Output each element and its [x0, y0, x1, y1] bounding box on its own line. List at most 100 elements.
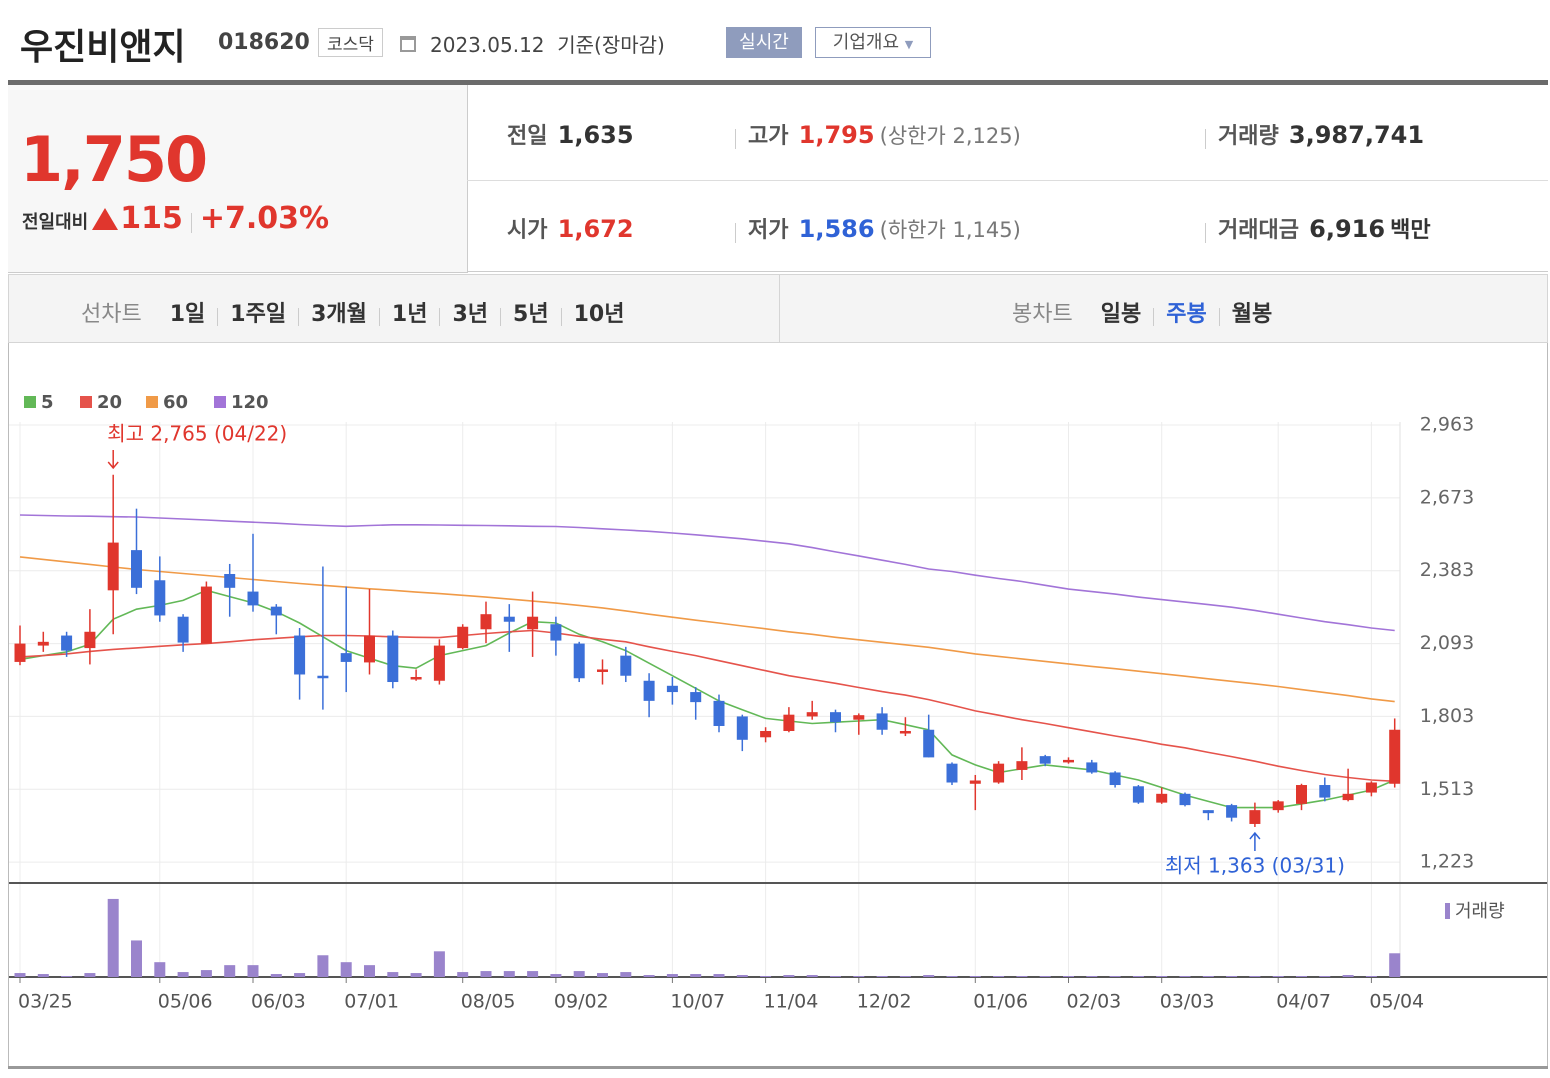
moving-average	[19, 629, 1395, 783]
volume-bar	[550, 974, 562, 977]
candle-body	[37, 641, 49, 646]
candle-body	[1039, 756, 1051, 764]
change-row: 전일대비 115 +7.03%	[22, 201, 329, 236]
x-tick-label: 08/05	[461, 991, 516, 1013]
candle-body	[1296, 785, 1307, 804]
volume-bar	[131, 940, 142, 977]
y-tick-label: 2,093	[1420, 632, 1474, 654]
quote-bottom	[467, 271, 1548, 272]
price: 1,750	[20, 123, 208, 196]
date-basis: 기준(장마감)	[557, 33, 665, 57]
moving-average	[19, 589, 1396, 809]
volume-bar	[899, 976, 911, 977]
x-tick-label: 11/04	[764, 991, 819, 1013]
value: 1,586	[798, 215, 875, 243]
frame-right	[1547, 343, 1548, 1068]
volume-bar	[713, 974, 725, 977]
tab[interactable]: 1일	[169, 302, 206, 327]
volume-bar	[154, 962, 166, 977]
volume-bar	[457, 972, 469, 977]
candle-body	[853, 715, 865, 720]
tab-sep	[378, 307, 380, 326]
x-tick-label: 06/03	[251, 991, 306, 1013]
tab[interactable]: 1주일	[230, 302, 287, 327]
stock-code: 018620	[218, 30, 310, 55]
tab[interactable]: 월봉	[1231, 302, 1273, 327]
candle-body	[247, 591, 259, 606]
legend-label: 5	[41, 392, 54, 413]
change-pct: +7.03%	[199, 201, 330, 236]
volume-bar	[1179, 976, 1191, 977]
open-cell: 시가 1,672	[507, 212, 634, 244]
company-button[interactable]: 기업개요 ▼	[815, 27, 931, 58]
unit: 백만	[1390, 218, 1431, 243]
volume-bar	[1063, 976, 1074, 977]
tab[interactable]: 1년	[391, 302, 428, 327]
low-annotation: 최저 1,363 (03/31)	[1165, 854, 1345, 878]
x-tick-label: 01/06	[973, 991, 1028, 1013]
candle-body	[1156, 793, 1168, 803]
candle-body	[1389, 729, 1401, 784]
amount-cell: 거래대금 6,916 백만	[1205, 212, 1431, 244]
candle-body	[736, 716, 748, 740]
stock-name: 우진비앤지	[20, 27, 186, 68]
volume-bar	[620, 972, 632, 977]
legend-label: 60	[163, 392, 188, 413]
volume-bar	[1086, 976, 1098, 977]
candle-body	[923, 729, 935, 758]
prev-cell: 전일 1,635	[507, 118, 634, 150]
candle-body	[270, 606, 282, 616]
candle-body	[84, 631, 96, 649]
volume-bar	[387, 972, 399, 977]
volume-bar	[200, 970, 212, 977]
x-tick-label: 10/07	[670, 991, 725, 1013]
volume-bar	[317, 955, 329, 977]
tab[interactable]: 주봉	[1166, 302, 1207, 327]
limit: (하한가 1,145)	[879, 218, 1021, 242]
volume-bar	[224, 965, 236, 977]
candle-body	[899, 731, 911, 734]
label: 전일	[507, 124, 548, 149]
label: 저가	[748, 218, 789, 243]
candle-body	[1319, 785, 1331, 798]
volume-bar	[1156, 976, 1168, 977]
candle-body	[107, 542, 119, 591]
candle-body	[1086, 762, 1098, 773]
high-annotation: 최고 2,765 (04/22)	[107, 422, 287, 446]
realtime-button[interactable]: 실시간	[726, 27, 802, 58]
candle-body	[457, 626, 469, 649]
dropdown-arrow: ▼	[904, 38, 914, 51]
y-tick-label: 2,383	[1420, 559, 1474, 581]
limit: (상한가 2,125)	[879, 124, 1021, 148]
x-tick-label: 02/03	[1067, 991, 1122, 1013]
candle-body	[760, 731, 772, 738]
volume-bar	[14, 973, 26, 977]
candle-body	[177, 616, 189, 643]
tab[interactable]: 3년	[452, 302, 489, 327]
tab-sep	[1218, 307, 1220, 326]
volume-bar	[107, 898, 119, 977]
tab-sep	[217, 307, 219, 326]
y-tick-label: 1,513	[1420, 778, 1474, 800]
volume-bar	[876, 976, 888, 977]
tab-sep	[439, 307, 441, 326]
volume-legend-label: 거래량	[1455, 901, 1505, 922]
label: 거래량	[1218, 124, 1279, 149]
x-tick-label: 03/25	[18, 991, 73, 1013]
volume-bar	[783, 975, 795, 977]
header-rule	[8, 80, 1548, 85]
tab[interactable]: 3개월	[311, 302, 367, 327]
change: 115	[120, 201, 183, 236]
up-arrow	[92, 208, 119, 230]
tab[interactable]: 일봉	[1100, 302, 1142, 327]
candle-body	[294, 635, 306, 675]
tab-bar: 선차트 1일 1주일 3개월 1년 3년 5년 10년 봉차트 일봉 주봉 월봉	[8, 274, 1548, 343]
candle-body	[946, 763, 958, 783]
y-tick-label: 1,223	[1420, 851, 1474, 873]
tab[interactable]: 5년	[513, 302, 549, 327]
candle-body	[830, 712, 841, 723]
volume-legend-swatch	[1445, 903, 1450, 919]
candle-body	[364, 635, 375, 663]
candle-body	[1365, 782, 1377, 793]
tab[interactable]: 10년	[573, 302, 625, 327]
